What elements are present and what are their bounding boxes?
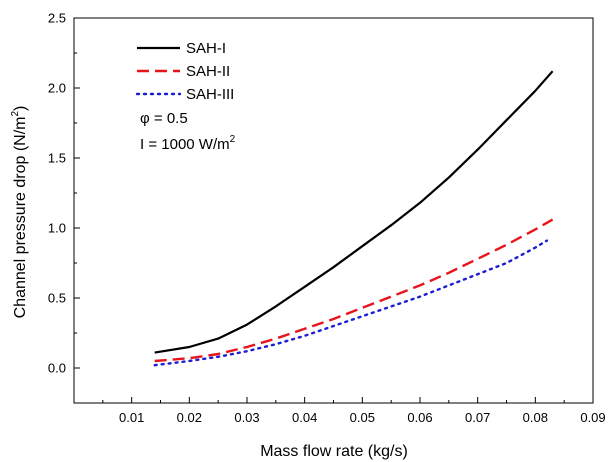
x-tick-label: 0.07 [465, 410, 490, 425]
y-axis-label-tail: ) [12, 106, 29, 111]
x-tick-label: 0.06 [407, 410, 432, 425]
legend-label: SAH-I [186, 40, 226, 57]
y-axis-label-main: Channel pressure drop (N/m [12, 117, 29, 319]
x-axis-label: Mass flow rate (kg/s) [260, 443, 408, 460]
x-tick-label: 0.03 [234, 410, 259, 425]
x-tick-label: 0.08 [523, 410, 548, 425]
y-axis-label: Channel pressure drop (N/m2) [10, 106, 29, 319]
annotation-text: I = 1000 W/m2 [140, 134, 236, 153]
x-axis: 0.01 0.02 0.03 0.04 0.05 0.06 0.07 0.08 0.09 [102, 397, 606, 425]
y-axis: 0.0 0.5 1.0 1.5 2.0 2.5 [48, 11, 80, 404]
y-tick-label: 2.0 [48, 81, 66, 96]
annotation-text: φ = 0.5 [140, 110, 188, 127]
y-tick-label: 2.5 [48, 11, 66, 26]
legend-label: SAH-III [186, 86, 234, 103]
y-axis-label-superscript: 2 [10, 111, 21, 117]
y-tick-label: 0.0 [48, 361, 66, 376]
series-line-sah-i [154, 70, 554, 354]
x-tick-label: 0.04 [292, 410, 317, 425]
annotation-main: φ = 0.5 [140, 110, 188, 127]
annotation-superscript: 2 [230, 134, 236, 145]
annotation-main: I = 1000 W/m [140, 136, 230, 153]
y-tick-label: 1.0 [48, 221, 66, 236]
y-tick-label: 1.5 [48, 151, 66, 166]
legend-label: SAH-II [186, 63, 230, 80]
y-tick-label: 0.5 [48, 291, 66, 306]
series-layer [153, 70, 554, 367]
series-line-sah-ii [154, 218, 554, 363]
x-tick-label: 0.05 [350, 410, 375, 425]
x-tick-label: 0.02 [177, 410, 202, 425]
plot-frame [73, 17, 594, 404]
series-line-sah-iii [153, 239, 549, 367]
legend: SAH-I SAH-II SAH-III [135, 40, 234, 103]
x-tick-label: 0.09 [580, 410, 605, 425]
annotations: φ = 0.5 I = 1000 W/m2 [140, 110, 236, 153]
x-tick-label: 0.01 [119, 410, 144, 425]
